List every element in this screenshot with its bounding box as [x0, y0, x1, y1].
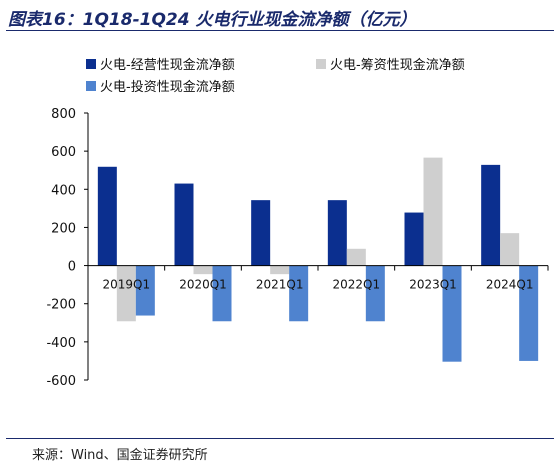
x-category-label: 2022Q1: [333, 278, 381, 292]
y-tick-label: -400: [46, 336, 76, 351]
bar-2022Q1-series-2: [365, 265, 385, 322]
legend-item-investing: 火电-投资性现金流净额: [86, 76, 235, 95]
bar-2024Q1-series-0: [481, 164, 501, 266]
bar-2021Q1-series-1: [270, 265, 290, 275]
legend-swatch-operating: [86, 58, 96, 69]
legend-label-investing: 火电-投资性现金流净额: [100, 80, 235, 95]
bar-2019Q1-series-2: [135, 265, 155, 316]
y-tick-label: -200: [46, 298, 76, 313]
legend-item-operating: 火电-经营性现金流净额: [86, 54, 235, 73]
y-tick-label: -600: [46, 374, 76, 389]
y-tick-label: 800: [51, 107, 76, 122]
bar-2023Q1-series-2: [442, 265, 462, 362]
bar-2021Q1-series-2: [289, 265, 309, 322]
bar-2024Q1-series-1: [500, 233, 520, 266]
y-tick-label: 200: [51, 221, 76, 236]
bar-2019Q1-series-1: [116, 265, 136, 322]
bar-2020Q1-series-0: [174, 183, 194, 266]
x-category-label: 2020Q1: [179, 278, 227, 292]
footer-divider: [6, 438, 554, 439]
bar-2019Q1-series-0: [97, 166, 117, 266]
chart-title: 图表16：1Q18-1Q24 火电行业现金流净额（亿元）: [8, 10, 417, 30]
bar-2021Q1-series-0: [251, 200, 271, 266]
legend-swatch-investing: [86, 80, 96, 91]
title-divider: [6, 30, 554, 31]
bar-2023Q1-series-0: [404, 212, 424, 266]
bar-2020Q1-series-1: [193, 265, 213, 275]
bar-2022Q1-series-1: [346, 248, 366, 266]
legend-item-financing: 火电-筹资性现金流净额: [316, 54, 465, 73]
legend-swatch-financing: [316, 58, 326, 69]
x-category-label: 2024Q1: [486, 278, 534, 292]
bar-2020Q1-series-2: [212, 265, 232, 322]
legend-label-financing: 火电-筹资性现金流净额: [330, 58, 465, 73]
y-tick-label: 600: [51, 145, 76, 160]
x-category-label: 2019Q1: [103, 278, 151, 292]
legend-label-operating: 火电-经营性现金流净额: [100, 58, 235, 73]
x-category-label: 2021Q1: [256, 278, 304, 292]
source-note: 来源：Wind、国金证券研究所: [32, 448, 208, 463]
x-category-label: 2023Q1: [409, 278, 457, 292]
bar-2024Q1-series-2: [519, 265, 539, 361]
y-tick-label: 0: [68, 260, 76, 275]
bar-2022Q1-series-0: [327, 200, 347, 266]
bar-2023Q1-series-1: [423, 157, 443, 266]
y-tick-label: 400: [51, 183, 76, 198]
